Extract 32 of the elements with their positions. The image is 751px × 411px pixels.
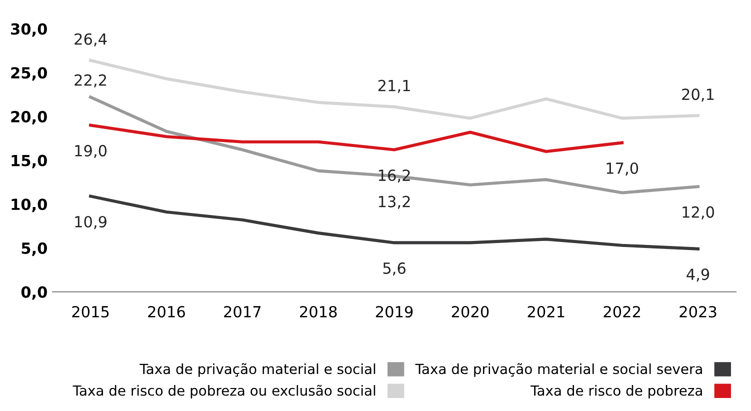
data-label: 16,2 <box>378 169 410 183</box>
data-label: 12,0 <box>682 206 714 220</box>
data-label: 5,6 <box>383 262 406 276</box>
x-tick-label: 2023 <box>680 306 716 318</box>
data-label: 10,9 <box>75 216 106 230</box>
y-tick-label: 5,0 <box>22 242 47 256</box>
y-tick-label: 15,0 <box>12 154 47 168</box>
data-label: 4,9 <box>686 268 710 282</box>
x-tick-label: 2020 <box>452 306 489 318</box>
x-tick-label: 2015 <box>72 306 109 318</box>
x-tick-label: 2018 <box>300 306 337 318</box>
y-tick-label: 0,0 <box>21 286 47 300</box>
y-tick-label: 20,0 <box>11 110 47 124</box>
y-tick-label: 25,0 <box>11 67 47 81</box>
data-label: 19,0 <box>75 144 107 158</box>
data-label: 21,1 <box>378 80 410 93</box>
data-label: 17,0 <box>606 162 638 176</box>
y-tick-label: 10,0 <box>12 198 47 212</box>
legend-label: Taxa de risco de pobreza <box>530 385 702 398</box>
x-tick-label: 2021 <box>528 306 564 318</box>
data-label: 26,4 <box>74 33 107 46</box>
legend-label: Taxa de privação material e social <box>140 363 376 377</box>
data-label: 20,1 <box>682 88 714 102</box>
x-tick-label: 2016 <box>148 306 185 318</box>
legend-label: Taxa de risco de pobreza ou exclusão social <box>72 384 376 398</box>
data-label: 22,2 <box>74 74 106 88</box>
x-tick-label: 2019 <box>376 306 413 318</box>
x-tick-label: 2022 <box>604 306 640 318</box>
x-tick-label: 2017 <box>224 306 261 318</box>
legend-label: Taxa de privação material e social severa <box>415 363 702 377</box>
y-tick-label: 30,0 <box>11 23 47 37</box>
data-label: 13,2 <box>378 196 410 209</box>
